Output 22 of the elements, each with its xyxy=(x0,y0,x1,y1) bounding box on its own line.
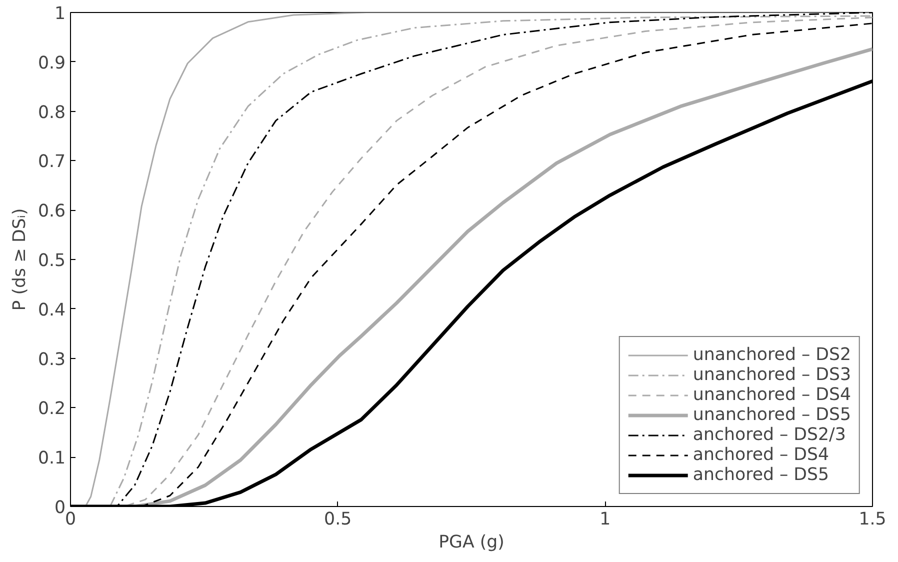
y-tick-label: 1 xyxy=(54,4,66,24)
y-tick-label: 0.8 xyxy=(38,102,66,123)
y-tick-label: 0.1 xyxy=(38,448,66,469)
y-tick-label: 0.7 xyxy=(38,152,66,172)
y-tick-label: 0.4 xyxy=(38,300,66,320)
x-axis-title: PGA (g) xyxy=(438,532,504,552)
y-tick-label: 0.9 xyxy=(38,53,66,74)
x-tick-label: 0.5 xyxy=(324,510,352,530)
legend-label: anchored – DS2/3 xyxy=(692,425,846,445)
legend-label: anchored – DS4 xyxy=(692,445,830,465)
y-tick-label: 0.3 xyxy=(38,350,66,370)
legend-label: anchored – DS5 xyxy=(692,465,830,485)
x-tick-label: 1 xyxy=(600,510,611,530)
x-tick-label: 1.5 xyxy=(858,510,886,530)
legend-label: unanchored – DS2 xyxy=(692,345,851,365)
y-axis-title: P (ds ≥ DSᵢ) xyxy=(10,208,30,311)
legend-label: unanchored – DS3 xyxy=(692,365,851,385)
legend-label: unanchored – DS4 xyxy=(692,385,851,405)
y-tick-label: 0.5 xyxy=(38,251,66,271)
y-tick-label: 0.2 xyxy=(38,399,66,420)
y-tick-label: 0.6 xyxy=(38,202,66,222)
legend-label: unanchored – DS5 xyxy=(692,405,851,425)
